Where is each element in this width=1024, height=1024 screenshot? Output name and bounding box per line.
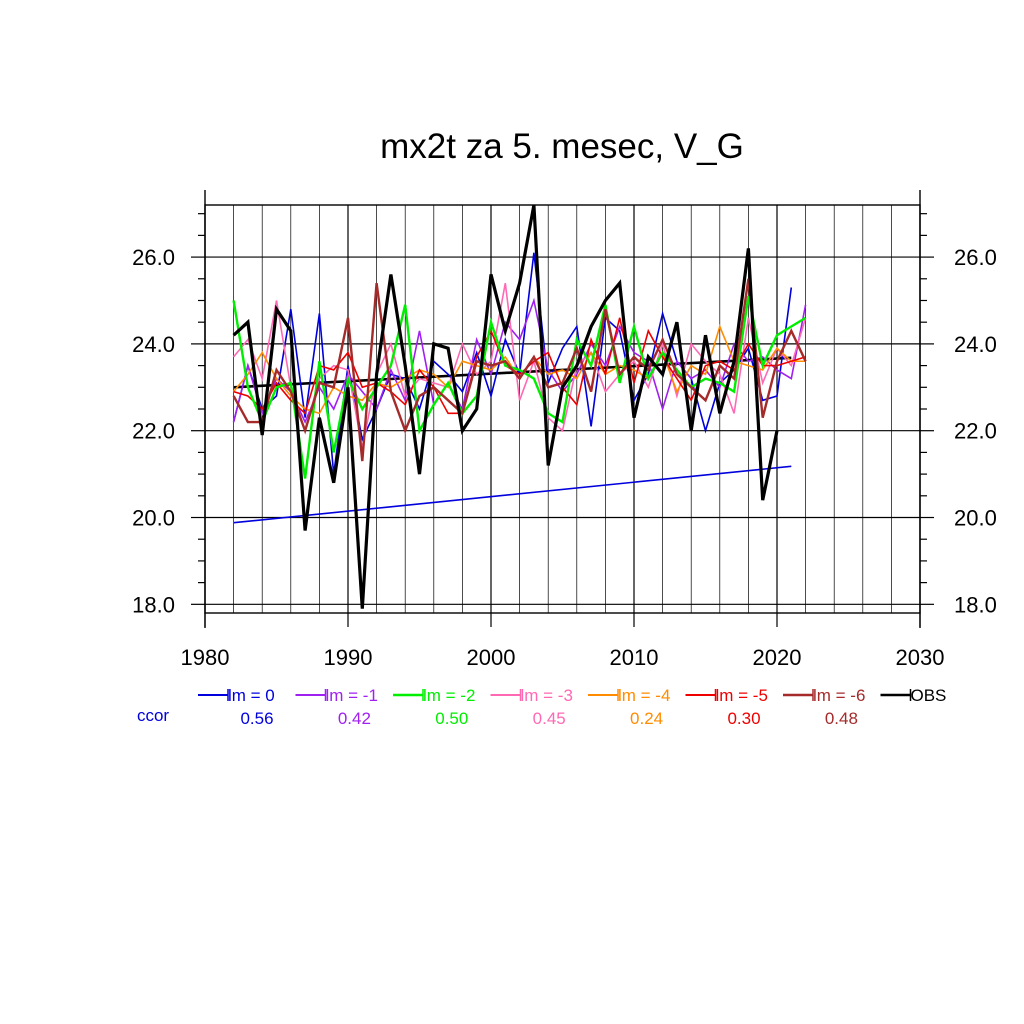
series-line <box>232 278 807 462</box>
y-tick-label-left: 24.0 <box>132 332 175 357</box>
y-tick-label-right: 24.0 <box>954 332 997 357</box>
legend-label: lm = -4 <box>618 686 670 705</box>
ccor-value: 0.56 <box>240 709 273 728</box>
ccor-label: ccor <box>137 706 169 725</box>
y-tick-label-left: 22.0 <box>132 419 175 444</box>
legend-label: lm = 0 <box>228 686 275 705</box>
trend-line <box>233 465 792 524</box>
x-tick-label: 1990 <box>324 645 373 670</box>
legend-label: lm = -2 <box>423 686 475 705</box>
legend-label: lm = -3 <box>521 686 573 705</box>
axes-layer: 18.0 18.0 20.0 20.0 22.0 22.0 24.0 24.0 26.0 26.0… <box>132 190 997 670</box>
y-tick-label-left: 18.0 <box>132 592 175 617</box>
ccor-value: 0.45 <box>533 709 566 728</box>
y-tick-label-left: 20.0 <box>132 506 175 531</box>
y-tick-label-right: 26.0 <box>954 245 997 270</box>
ccor-value: 0.24 <box>630 709 663 728</box>
legend-label: lm = -5 <box>716 686 768 705</box>
series-line <box>232 204 779 609</box>
ccor-value: 0.30 <box>727 709 760 728</box>
legend-label: OBS <box>911 686 947 705</box>
legend-label: lm = -6 <box>813 686 865 705</box>
series-line <box>232 295 807 479</box>
series-layer <box>232 204 807 609</box>
y-tick-label-right: 22.0 <box>954 419 997 444</box>
series-line <box>232 297 807 425</box>
ccor-value: 0.42 <box>338 709 371 728</box>
y-tick-label-left: 26.0 <box>132 245 175 270</box>
x-tick-label: 2000 <box>467 645 516 670</box>
legend: lm = 0 0.56 lm = -1 0.42 lm = -2 0.50 lm = -3 0… <box>137 686 946 728</box>
ccor-value: 0.50 <box>435 709 468 728</box>
x-tick-label: 1980 <box>181 645 230 670</box>
trend-line <box>233 356 792 389</box>
legend-label: lm = -1 <box>326 686 378 705</box>
x-tick-label: 2010 <box>610 645 659 670</box>
ccor-value: 0.48 <box>825 709 858 728</box>
trend-layer <box>233 356 792 524</box>
chart-title: mx2t za 5. mesec, V_G <box>380 127 744 166</box>
y-tick-label-right: 20.0 <box>954 506 997 531</box>
y-tick-label-right: 18.0 <box>954 592 997 617</box>
x-tick-label: 2030 <box>896 645 945 670</box>
x-tick-label: 2020 <box>753 645 802 670</box>
series-line <box>232 252 793 475</box>
